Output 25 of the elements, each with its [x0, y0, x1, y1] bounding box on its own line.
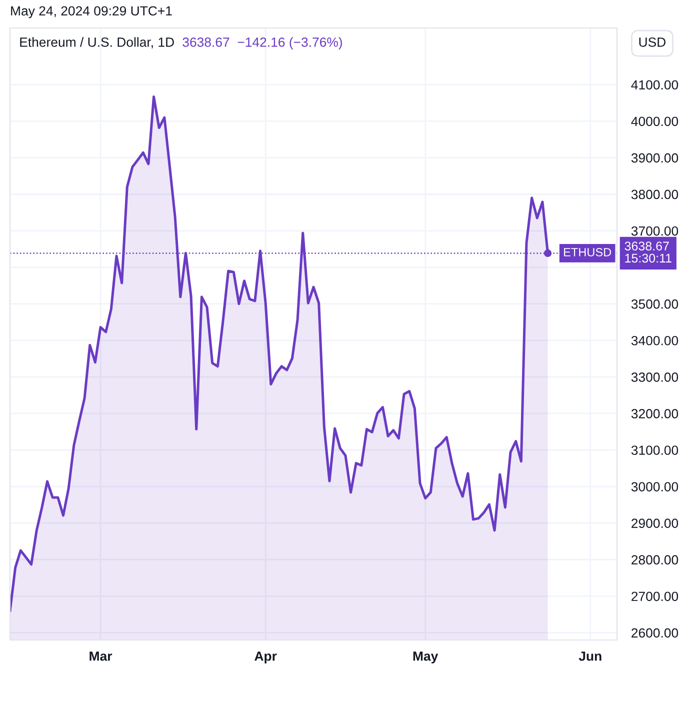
y-tick-label: 3700.00 — [631, 226, 678, 236]
ref-line-label: 3638.67 15:30:11 — [624, 242, 672, 263]
y-tick-label: 3400.00 — [631, 336, 678, 346]
y-tick-label: 4100.00 — [631, 80, 678, 90]
annotation: 3638.67 −142.16 (−3.76%) — [182, 37, 342, 50]
y-tick-label: 2600.00 — [632, 628, 678, 638]
annotation: ETHUSD — [564, 248, 612, 256]
text: Ethereum / U.S. Dollar, 1D — [20, 37, 174, 48]
x-tick-label: Jun — [578, 652, 602, 661]
y-tick-label: 3500.00 — [631, 299, 678, 309]
y-tick-label: 3200.00 — [631, 409, 678, 418]
y-tick-label: 3900.00 — [631, 153, 678, 163]
y-tick-label: 2700.00 — [632, 592, 678, 602]
y-tick-label: 2900.00 — [632, 518, 678, 528]
y-tick-label: 2800.00 — [632, 555, 678, 565]
x-tick-label: Apr — [254, 652, 277, 664]
x-tick-label: May — [413, 652, 438, 664]
y-axis-title: USD — [639, 38, 666, 47]
x-tick-label: Mar — [90, 652, 112, 661]
y-tick-label: 3000.00 — [631, 482, 678, 492]
y-tick-label: 3800.00 — [631, 190, 678, 200]
y-tick-label: 3100.00 — [631, 446, 678, 455]
chart-subtitle: May 24, 2024 09:29 UTC+1 — [11, 6, 172, 18]
y-tick-label: 3300.00 — [631, 372, 678, 382]
y-tick-label: 4000.00 — [631, 116, 678, 126]
